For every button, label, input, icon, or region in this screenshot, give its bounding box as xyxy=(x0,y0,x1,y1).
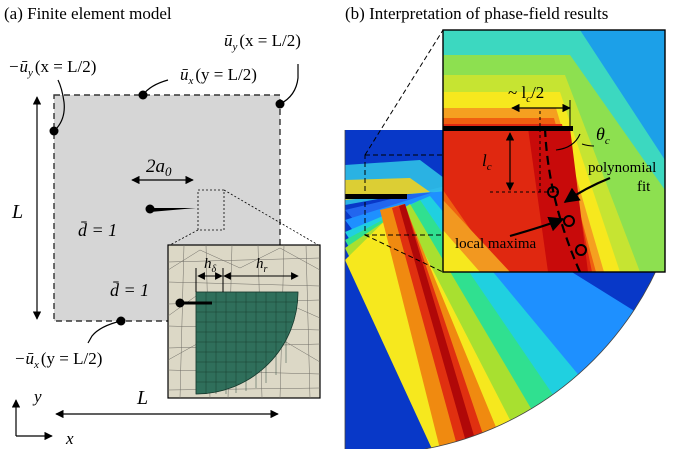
bc-uy-left-label: −ūy (x = L/2) xyxy=(8,57,96,79)
axis-y-label: y xyxy=(32,387,42,406)
crack-node xyxy=(145,204,155,214)
local-maxima-label: local maxima xyxy=(455,236,537,252)
lc-label: lc xyxy=(482,151,492,173)
plot-zoom-box xyxy=(364,154,444,236)
zoom-box xyxy=(197,189,225,231)
local-maxima-point xyxy=(547,186,559,198)
zoom-crack xyxy=(443,126,573,131)
polynomial-fit-curve xyxy=(543,127,582,273)
bc-ux-top-label: ūx (y = L/2) xyxy=(180,65,257,87)
panel-a-title: (a) Finite element model xyxy=(4,4,172,23)
zoom-inset: ~ lc/2 lc θc polynomial fit local maxima xyxy=(442,29,666,273)
initial-crack xyxy=(150,208,196,212)
bc-uy-right-label: ūy (x = L/2) xyxy=(224,31,301,53)
panel-b-title: (b) Interpretation of phase-field result… xyxy=(345,4,609,23)
damage-label: d̄ = 1 xyxy=(78,220,117,240)
polynomial-label: polynomial xyxy=(588,160,656,176)
mesh-inset: hδ hr xyxy=(167,244,321,399)
inset-damage-label: d̄ = 1 xyxy=(110,280,149,300)
width-label: L xyxy=(136,387,148,409)
h-delta-label: hδ xyxy=(204,256,217,275)
fit-label: fit xyxy=(637,179,651,195)
crack-length-label: 2a0 xyxy=(146,156,172,179)
height-label: L xyxy=(11,201,23,223)
h-r-label: hr xyxy=(256,256,268,275)
theta-label: θc xyxy=(596,124,610,147)
bc-ux-bottom-label: −ūx (y = L/2) xyxy=(14,349,102,371)
local-maxima-point xyxy=(575,244,587,256)
lc-half-label: ~ lc/2 xyxy=(508,83,544,105)
axis-x-label: x xyxy=(65,429,74,448)
